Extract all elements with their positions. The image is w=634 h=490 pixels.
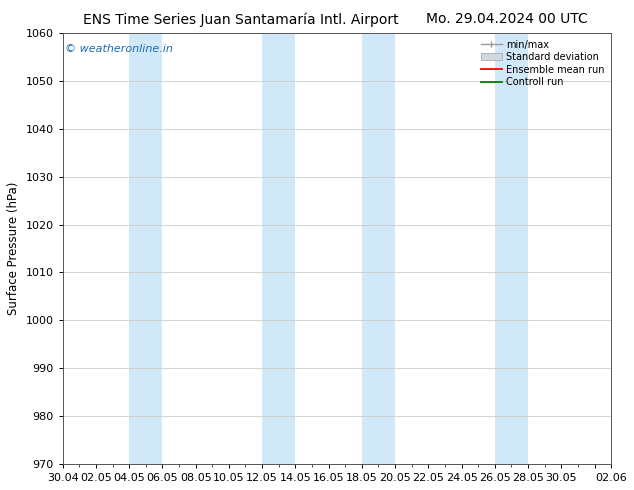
Bar — [611, 33, 628, 464]
Legend: min/max, Standard deviation, Ensemble mean run, Controll run: min/max, Standard deviation, Ensemble me… — [479, 38, 606, 89]
Y-axis label: Surface Pressure (hPa): Surface Pressure (hPa) — [7, 182, 20, 315]
Text: Mo. 29.04.2024 00 UTC: Mo. 29.04.2024 00 UTC — [426, 12, 588, 26]
Text: ENS Time Series Juan Santamaría Intl. Airport: ENS Time Series Juan Santamaría Intl. Ai… — [83, 12, 399, 27]
Bar — [362, 33, 395, 464]
Bar — [495, 33, 528, 464]
Bar — [129, 33, 162, 464]
Bar — [262, 33, 295, 464]
Text: © weatheronline.in: © weatheronline.in — [65, 44, 173, 54]
